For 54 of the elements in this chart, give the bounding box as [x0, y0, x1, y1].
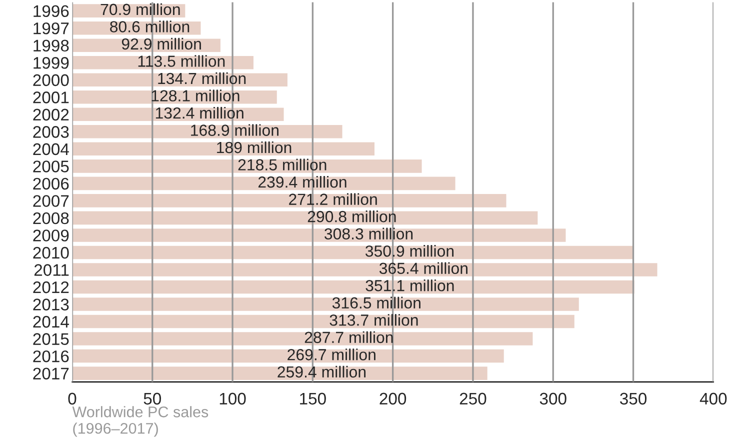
y-tick-label: 2010: [33, 246, 69, 259]
y-tick-label: 1999: [34, 57, 69, 69]
x-tick-label: 400: [700, 392, 727, 405]
data-label: 259.4 million: [278, 366, 366, 378]
data-label: 80.6 million: [110, 20, 190, 32]
data-label: 128.1 million: [152, 90, 240, 102]
y-tick-label: 2008: [33, 212, 69, 224]
data-label: 271.2 million: [289, 193, 377, 205]
data-label: 269.7 million: [288, 348, 376, 360]
x-tick-label: 100: [220, 392, 246, 405]
y-tick-label: 2000: [33, 74, 69, 86]
y-tick-label: 1998: [34, 40, 69, 52]
data-label: 365.4 million: [379, 262, 468, 274]
data-label: 313.7 million: [330, 314, 418, 326]
data-label: 351.1 million: [366, 280, 454, 292]
y-tick-label: 2012: [33, 281, 69, 294]
data-label: 239.4 million: [258, 176, 346, 188]
data-label: 218.5 million: [238, 158, 326, 170]
y-tick-label: 2002: [33, 108, 69, 121]
x-tick-label: 200: [380, 392, 406, 405]
x-tick-label: 300: [540, 392, 566, 405]
x-tick-label: 0: [68, 392, 76, 405]
y-tick-label: 2005: [33, 160, 69, 172]
data-label: 308.3 million: [324, 228, 413, 240]
y-tick-label: 2014: [33, 316, 69, 328]
data-label: 350.9 million: [365, 245, 454, 257]
data-label: 287.7 million: [304, 331, 393, 344]
y-tick-label: 1997: [34, 22, 69, 34]
data-label: 316.5 million: [332, 296, 420, 309]
y-tick-label: 1996: [34, 5, 69, 18]
y-tick-label: 2015: [33, 333, 69, 345]
data-label: 70.9 million: [100, 3, 180, 16]
y-tick-label: 2016: [33, 350, 69, 362]
y-tick-label: 2009: [33, 230, 69, 242]
y-tick-label: 2013: [33, 298, 69, 310]
y-tick-label: 2017: [33, 368, 69, 380]
data-label: 168.9 million: [191, 124, 278, 136]
data-label: 290.8 million: [308, 210, 396, 222]
data-label: 132.4 million: [156, 106, 244, 119]
y-tick-label: 2003: [33, 126, 69, 138]
data-label: 92.9 million: [122, 38, 201, 50]
y-tick-label: 2006: [33, 178, 69, 190]
x-tick-label: 50: [144, 392, 161, 405]
x-tick-label: 150: [300, 392, 326, 405]
x-tick-label: 350: [620, 392, 647, 405]
y-tick-label: 2004: [33, 143, 69, 156]
data-label: 113.5 million: [138, 55, 225, 67]
y-tick-label: 2011: [34, 264, 69, 276]
y-tick-label: 2001: [33, 92, 69, 104]
x-axis-title: Worldwide PC sales (1996–2017): [72, 406, 208, 437]
data-label: 134.7 million: [158, 72, 246, 84]
data-label: 189 million: [217, 141, 292, 154]
y-tick-label: 2007: [33, 195, 69, 207]
x-tick-label: 250: [460, 392, 486, 405]
